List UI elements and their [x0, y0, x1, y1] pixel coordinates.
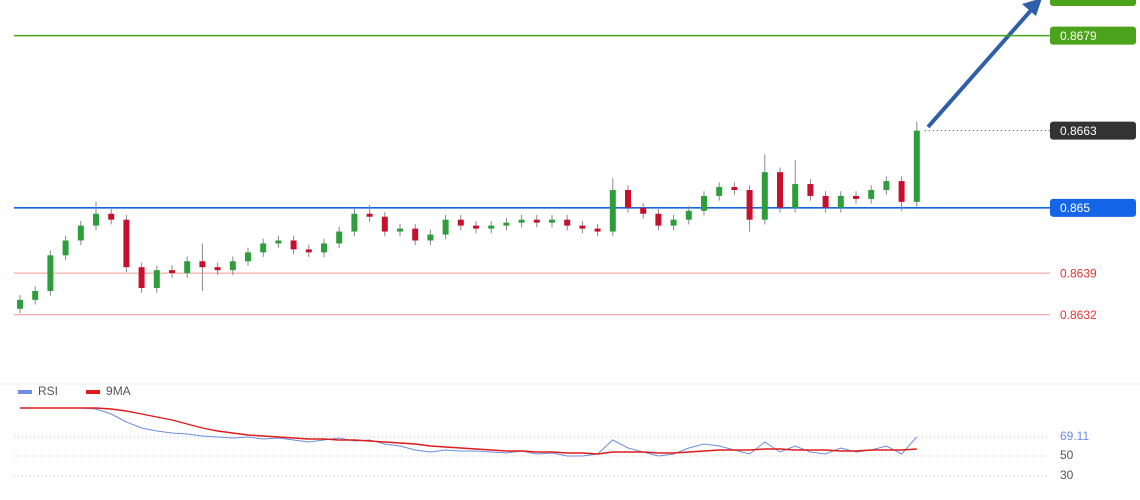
level-label: 0.8632 [1060, 308, 1097, 322]
candle-body [761, 172, 768, 220]
candle-body [214, 267, 221, 271]
candle-body [792, 184, 799, 208]
candle-body [807, 184, 814, 196]
candle-body [579, 225, 586, 229]
candle-body [853, 195, 859, 199]
level-box [1050, 198, 1136, 217]
candle-body [229, 261, 236, 271]
level-box [1050, 26, 1136, 45]
candle-body [655, 213, 662, 226]
y-tick-label: 30 [1060, 468, 1074, 482]
candle-body [503, 222, 510, 226]
candle-body [473, 225, 479, 229]
candle-body [701, 195, 707, 211]
level-label: 0.8663 [1060, 124, 1097, 138]
candle-body [777, 172, 783, 208]
candle-body [594, 228, 601, 232]
candle-body [397, 228, 403, 232]
candle-body [93, 213, 99, 226]
legend-label: 9MA [106, 384, 131, 398]
candle-body [868, 190, 875, 199]
target-box [1050, 0, 1136, 6]
candle-body [412, 228, 419, 241]
candle-body [837, 195, 844, 208]
candle-body [123, 219, 130, 268]
trend-arrow [926, 6, 1035, 129]
candle-body [321, 243, 327, 253]
legend-label: RSI [38, 384, 58, 398]
candle-body [77, 225, 84, 241]
candle-body [17, 299, 23, 309]
candle-body [822, 195, 829, 208]
candle-body [518, 219, 525, 223]
candle-body [138, 267, 145, 288]
y-tick-label: 69.11 [1060, 429, 1089, 443]
candle-body [746, 190, 753, 220]
candle-body [199, 261, 206, 268]
level-box [1050, 121, 1136, 140]
candle-body [169, 270, 175, 274]
candle-body [184, 261, 191, 274]
candle-body [108, 213, 115, 220]
series-line [20, 407, 918, 457]
legend-swatch [18, 390, 32, 394]
candle-body [731, 187, 738, 190]
candle-body [640, 207, 647, 214]
candle-body [716, 187, 723, 196]
candle-body [488, 225, 495, 229]
candle-body [549, 219, 555, 223]
y-tick-label: 50 [1060, 448, 1074, 462]
candle-body [153, 270, 160, 288]
candle-body [685, 210, 692, 220]
legend-swatch [86, 390, 101, 394]
level-label: 0.865 [1060, 201, 1090, 215]
arrow-head [1022, 0, 1042, 16]
candle-body [351, 213, 358, 232]
candle-body [442, 219, 449, 235]
candle-body [47, 255, 54, 291]
candle-body [427, 234, 434, 241]
candle-body [457, 219, 464, 226]
candle-body [564, 219, 571, 226]
candle-body [898, 181, 905, 202]
candle-body [913, 130, 920, 202]
candle-body [533, 219, 540, 223]
candle-body [670, 219, 677, 226]
candle-body [366, 213, 373, 217]
candle-body [305, 249, 312, 253]
candle-body [609, 190, 616, 232]
level-label: 0.8679 [1060, 29, 1097, 43]
candle-body [62, 240, 69, 256]
level-label: 0.8639 [1060, 266, 1097, 280]
series-line [20, 407, 917, 455]
candle-body [883, 181, 890, 190]
candle-body [381, 216, 388, 232]
candle-body [290, 240, 297, 250]
candle-body [32, 290, 39, 300]
candle-body [625, 190, 631, 208]
candle-body [275, 240, 282, 244]
candle-body [245, 252, 251, 262]
candle-body [336, 231, 343, 244]
candle-body [260, 243, 267, 253]
